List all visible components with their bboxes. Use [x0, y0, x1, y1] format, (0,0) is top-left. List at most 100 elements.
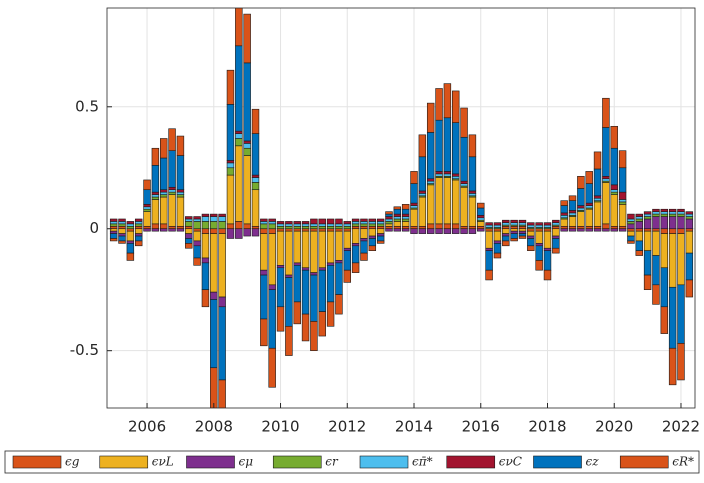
bar-segment [285, 221, 293, 225]
bar-segment [685, 228, 694, 232]
bar-segment [393, 228, 402, 232]
bar-segment [151, 196, 160, 200]
bar-segment [593, 151, 602, 170]
bar-segment [552, 238, 560, 249]
bar-segment [243, 155, 251, 225]
bar-segment [643, 213, 652, 217]
bar-segment [477, 225, 485, 230]
bar-segment [143, 228, 151, 232]
bar-segment [585, 205, 593, 209]
bar-segment [210, 216, 218, 222]
bar-segment [210, 291, 218, 300]
bar-segment [126, 228, 135, 232]
bar-segment [643, 218, 652, 230]
bar-segment [276, 230, 285, 266]
bar-segment [685, 211, 694, 215]
bar-segment [652, 213, 660, 217]
bar-segment [443, 177, 452, 225]
bar-segment [176, 189, 185, 193]
bar-segment [602, 223, 610, 230]
bar-segment [268, 223, 276, 230]
bar-segment [276, 223, 285, 227]
bar-segment [126, 240, 135, 244]
bar-segment [226, 174, 235, 225]
bar-segment [218, 221, 226, 230]
bar-segment [635, 213, 643, 217]
bar-segment [335, 223, 343, 227]
bar-segment [435, 88, 443, 121]
bar-segment [185, 216, 193, 220]
bar-segment [627, 235, 635, 242]
bar-segment [326, 262, 335, 266]
bar-segment [577, 205, 585, 209]
bar-segment [185, 238, 193, 244]
bar-segment [118, 218, 126, 222]
bar-segment [602, 228, 610, 232]
bar-segment [293, 230, 301, 264]
bar-segment [660, 208, 669, 212]
bar-segment [318, 228, 326, 232]
bar-segment [393, 225, 402, 230]
bar-segment [335, 230, 343, 261]
bar-segment [176, 225, 185, 230]
bar-segment [543, 228, 552, 232]
bar-segment [435, 173, 443, 177]
bar-segment [510, 233, 518, 239]
bar-segment [143, 225, 151, 230]
bar-segment [577, 228, 585, 232]
bar-segment [585, 183, 593, 204]
bar-segment [143, 211, 151, 227]
bar-segment [452, 223, 460, 230]
bar-segment [301, 313, 310, 342]
bar-segment [260, 318, 268, 347]
bar-segment [560, 228, 568, 232]
bar-segment [610, 184, 618, 191]
bar-segment [618, 167, 627, 193]
bar-segment [168, 150, 176, 188]
bar-segment [643, 230, 652, 251]
bar-segment [201, 216, 210, 222]
bar-segment [318, 230, 326, 269]
bar-segment [385, 223, 393, 227]
bar-segment [160, 157, 168, 191]
bar-segment [535, 245, 543, 261]
bar-segment [426, 184, 435, 225]
bar-segment [376, 218, 385, 222]
bar-segment [618, 225, 627, 230]
bar-segment [260, 223, 268, 230]
bar-segment [543, 250, 552, 271]
bar-segment [643, 274, 652, 291]
bar-segment [477, 207, 485, 216]
bar-segment [652, 228, 660, 232]
bar-segment [118, 240, 126, 244]
bar-segment [585, 225, 593, 230]
bar-segment [310, 225, 318, 230]
bar-segment [210, 228, 218, 234]
bar-segment [318, 269, 326, 312]
x-tick-label: 2018 [528, 418, 566, 436]
bar-segment [460, 186, 468, 227]
bar-segment [126, 252, 135, 261]
x-tick-label: 2020 [595, 418, 633, 436]
bar-segment [293, 228, 301, 232]
legend-swatch [533, 455, 582, 469]
bar-segment [443, 83, 452, 119]
bar-segment [260, 218, 268, 222]
bar-segment [552, 228, 560, 237]
bar-segment [652, 284, 660, 305]
bar-segment [285, 274, 293, 278]
x-tick-label: 2016 [462, 418, 500, 436]
bar-segment [268, 228, 276, 234]
bar-segment [627, 218, 635, 222]
bar-segment [652, 208, 660, 212]
bar-segment [635, 218, 643, 222]
bar-segment [610, 228, 618, 232]
bar-segment [518, 228, 527, 232]
bar-segment [635, 230, 643, 242]
bar-segment [585, 202, 593, 206]
bar-segment [610, 194, 618, 227]
bar-segment [468, 196, 477, 227]
bar-segment [210, 299, 218, 369]
bar-segment [543, 224, 552, 228]
